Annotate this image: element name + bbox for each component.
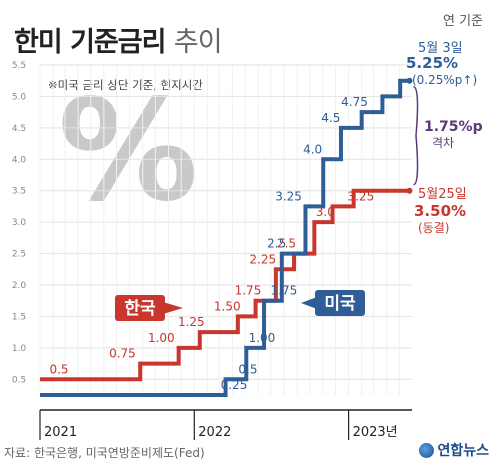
source-text: 자료: 한국은행, 미국연방준비제도(Fed) xyxy=(4,446,205,460)
legend-korea-label: 한국 xyxy=(124,299,156,319)
korea-data-label: 1.00 xyxy=(148,331,175,345)
us-data-label: 3.25 xyxy=(275,189,302,203)
title-sub: 추이 xyxy=(173,27,223,58)
logo-text: 연합뉴스 xyxy=(437,443,489,459)
title-main: 한미 기준금리 xyxy=(14,27,166,58)
us-data-label: 1.75 xyxy=(271,284,298,298)
korea-data-label: 1.75 xyxy=(235,284,262,298)
korea-data-label: 2.25 xyxy=(249,252,276,266)
percent-watermark: % xyxy=(58,70,199,233)
us-data-label: 0.5 xyxy=(238,362,257,376)
gap-bracket xyxy=(413,85,419,186)
legend-korea-box xyxy=(115,295,165,321)
x-tick-label: 2023년 xyxy=(353,425,398,440)
x-tick-label: 2021 xyxy=(44,425,77,440)
korea-data-label: 0.75 xyxy=(109,347,136,361)
publisher-logo: 연합뉴스 xyxy=(419,440,489,460)
y-tick-label: 0.5 xyxy=(12,375,26,385)
yonhap-logo-icon xyxy=(419,442,435,458)
us-data-label: 4.5 xyxy=(321,111,340,125)
korea-data-label: 2.5 xyxy=(277,237,296,251)
kr-callout-date: 5월25일 xyxy=(418,187,467,202)
y-tick-label: 1.5 xyxy=(12,312,26,322)
legend-korea-pointer xyxy=(163,302,183,314)
korea-data-label: 3.25 xyxy=(347,189,374,203)
y-tick-label: 4.0 xyxy=(12,155,27,165)
kr-callout-change: (동결) xyxy=(418,221,449,235)
gap-value: 1.75%p xyxy=(424,119,483,135)
us-data-label: 2.5 xyxy=(267,237,286,251)
us-callout-change: (0.25%p↑) xyxy=(412,73,477,87)
kr-callout-rate: 3.50% xyxy=(414,202,466,220)
chart-title: 한미 기준금리 추이 xyxy=(14,20,223,59)
us-data-label: 1.00 xyxy=(249,331,276,345)
y-tick-label: 4.5 xyxy=(12,124,26,134)
legend-us-box xyxy=(315,290,365,316)
y-tick-label: 5.5 xyxy=(12,61,26,71)
us-data-label: 4.75 xyxy=(341,95,368,109)
unit-label: 연 기준 xyxy=(442,14,483,29)
y-tick-label: 3.0 xyxy=(12,218,27,228)
us-data-label: 0.25 xyxy=(221,378,248,392)
y-tick-label: 2.5 xyxy=(12,250,26,260)
legend-us-label: 미국 xyxy=(324,294,356,314)
us-end-marker xyxy=(406,77,413,84)
korea-data-label: 3.0 xyxy=(316,205,335,219)
korea-data-label: 0.5 xyxy=(49,362,68,376)
gap-label: 격차 xyxy=(432,136,454,150)
us-rate-line xyxy=(40,78,410,397)
korea-end-marker xyxy=(406,187,413,194)
x-tick-label: 2022 xyxy=(198,425,231,440)
y-tick-label: 3.5 xyxy=(12,187,26,197)
us-callout-date: 5월 3일 xyxy=(418,41,463,56)
y-tick-label: 5.0 xyxy=(12,92,27,102)
chart-note: ※미국 금리 상단 기준, 현지시간 xyxy=(48,78,203,92)
legend-us-pointer xyxy=(301,297,317,309)
us-data-label: 4.0 xyxy=(303,142,322,156)
korea-data-label: 1.25 xyxy=(178,315,205,329)
korea-data-label: 1.50 xyxy=(214,299,241,313)
y-tick-label: 1.0 xyxy=(12,344,27,354)
us-callout-rate: 5.25% xyxy=(406,54,458,72)
y-tick-label: 2.0 xyxy=(12,281,27,291)
